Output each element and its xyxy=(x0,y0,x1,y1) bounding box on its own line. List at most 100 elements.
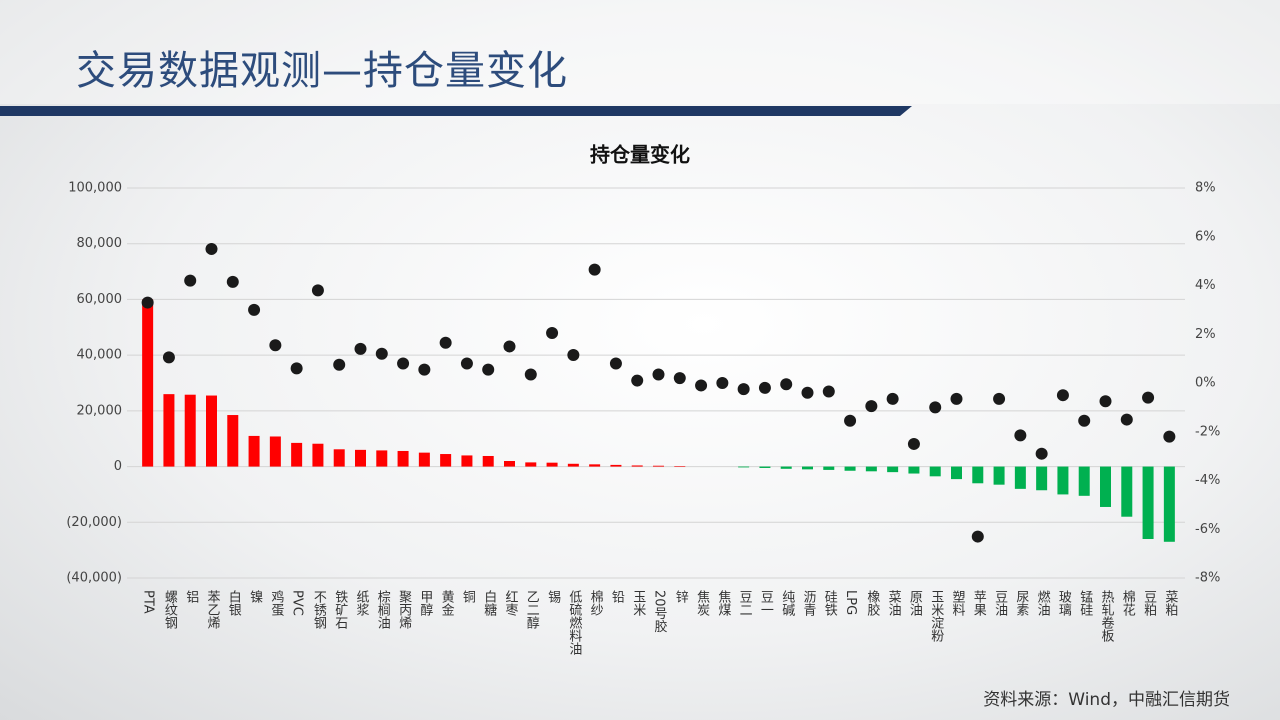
x-tick-label: 不锈钢 xyxy=(310,590,326,629)
bar xyxy=(865,466,877,472)
x-tick-label: 白银 xyxy=(225,590,241,616)
x-tick-label: 聚丙烯 xyxy=(396,590,412,629)
x-tick-label: 焦炭 xyxy=(694,590,710,616)
bar xyxy=(674,466,686,467)
bar xyxy=(504,461,515,467)
dot xyxy=(333,358,346,371)
bar xyxy=(1142,466,1154,539)
y2-tick-label: 8% xyxy=(1195,181,1216,196)
dot xyxy=(950,392,963,405)
dot xyxy=(311,284,324,297)
dot xyxy=(652,368,665,381)
bar xyxy=(1078,466,1090,496)
dot xyxy=(354,342,367,355)
bar xyxy=(759,466,771,468)
chart-title: 持仓量变化 xyxy=(590,143,690,167)
x-tick-label: 玉米 xyxy=(630,590,646,616)
dot xyxy=(737,383,750,396)
x-tick-label: 棕榈油 xyxy=(374,590,390,629)
x-tick-label: 苹果 xyxy=(970,590,986,616)
x-tick-label: 豆一 xyxy=(757,590,773,616)
x-tick-label: 锰硅 xyxy=(1077,590,1093,616)
bar xyxy=(908,466,920,474)
dot xyxy=(822,385,835,398)
bar xyxy=(184,394,196,467)
dot xyxy=(205,242,218,255)
source-note: 资料来源：Wind，中融汇信期货 xyxy=(983,690,1230,710)
x-tick-label: LPG xyxy=(843,590,859,616)
x-tick-label: 乙二醇 xyxy=(523,590,539,629)
header-bar xyxy=(0,106,912,116)
y2-tick-label: -6% xyxy=(1195,522,1220,537)
dot xyxy=(993,392,1006,405)
x-tick-label: 橡胶 xyxy=(864,590,880,616)
dot xyxy=(184,274,197,287)
y-tick-label: (40,000) xyxy=(66,571,122,586)
bar xyxy=(567,463,579,467)
x-tick-label: 铅 xyxy=(608,590,624,603)
x-tick-label: 玉米淀粉 xyxy=(928,590,944,642)
dot xyxy=(1014,429,1027,442)
bar xyxy=(312,443,324,467)
dot xyxy=(673,372,686,385)
x-tick-label: 豆油 xyxy=(992,590,1008,616)
bar xyxy=(844,466,856,471)
dot xyxy=(162,351,175,364)
dot xyxy=(1056,389,1069,402)
dot xyxy=(609,357,622,370)
x-tick-label: 热轧卷板 xyxy=(1098,590,1114,642)
dot xyxy=(1142,391,1155,404)
dot xyxy=(290,362,303,375)
dot xyxy=(886,392,899,405)
y-tick-label: 100,000 xyxy=(68,181,122,196)
bar xyxy=(780,466,792,469)
bar xyxy=(972,466,984,484)
y-tick-label: 20,000 xyxy=(77,403,123,418)
x-tick-label: PVC xyxy=(289,590,305,616)
y2-tick-label: -2% xyxy=(1195,424,1220,439)
x-tick-label: 铝 xyxy=(183,590,199,603)
x-tick-label: 玻璃 xyxy=(1055,590,1071,616)
bar xyxy=(1121,466,1133,517)
dot xyxy=(780,378,793,391)
x-tick-label: 纯碱 xyxy=(779,590,795,616)
y2-tick-label: 0% xyxy=(1195,376,1216,391)
bar xyxy=(227,415,239,467)
x-tick-label: 棉纱 xyxy=(587,590,603,616)
slide-title: 交易数据观测—持仓量变化 xyxy=(76,48,568,94)
x-tick-label: 铁矿石 xyxy=(332,590,348,629)
dot xyxy=(546,327,559,340)
y-tick-label: 60,000 xyxy=(77,292,123,307)
y2-tick-label: -4% xyxy=(1195,473,1220,488)
bar xyxy=(482,455,494,467)
dot xyxy=(226,275,239,288)
bar xyxy=(887,466,899,473)
bar xyxy=(1057,466,1069,495)
x-tick-label: 黄金 xyxy=(438,590,454,616)
y2-tick-label: 6% xyxy=(1195,229,1216,244)
dot xyxy=(503,340,516,353)
x-tick-label: 锡 xyxy=(545,590,561,603)
dot xyxy=(439,336,452,349)
x-tick-label: 白糖 xyxy=(481,590,497,616)
dot xyxy=(1163,430,1176,443)
x-tick-label: 尿素 xyxy=(1013,590,1029,616)
bar xyxy=(802,466,813,470)
bar xyxy=(1036,466,1048,491)
dot xyxy=(801,386,814,399)
x-tick-label: 苯乙烯 xyxy=(204,590,220,629)
bar xyxy=(546,462,558,467)
dot xyxy=(929,401,942,414)
x-tick-label: 纸浆 xyxy=(353,590,369,616)
dot xyxy=(524,368,537,381)
bar xyxy=(248,435,260,467)
bar xyxy=(355,449,366,467)
x-tick-label: 沥青 xyxy=(800,590,816,616)
bar xyxy=(163,394,175,467)
x-tick-label: 低硫燃料油 xyxy=(566,590,582,655)
bar xyxy=(376,450,388,467)
y-tick-label: 0 xyxy=(114,459,122,474)
x-tick-label: PTA xyxy=(140,590,156,614)
bar xyxy=(206,395,217,467)
bar xyxy=(142,299,154,467)
